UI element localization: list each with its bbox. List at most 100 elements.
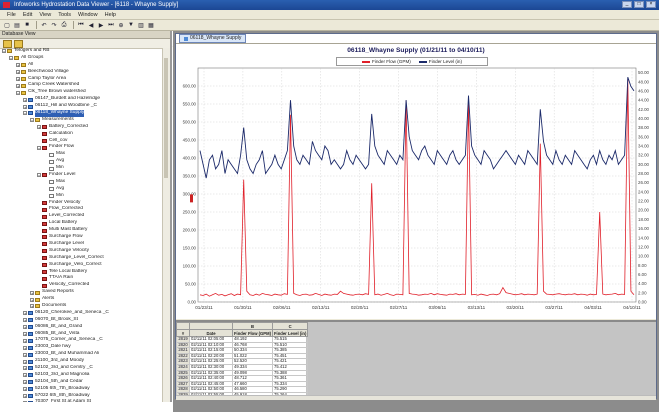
expand-icon[interactable]: + xyxy=(23,380,27,386)
table-row[interactable]: 2823 02/11/11 02:25:00 52.520 75.421 xyxy=(176,358,309,365)
tree-node[interactable]: Multi Mast Battery xyxy=(0,227,164,234)
tree-node[interactable]: +52105 6th_7th_Broadway xyxy=(0,386,164,393)
tree-node[interactable]: Local Battery xyxy=(0,220,164,227)
table-row[interactable]: 2820 02/11/11 02:10:00 46.768 75.510 xyxy=(176,341,309,349)
chart-panel[interactable]: 0.00 50.00 100.00 150.00 200.00 250.00 300.00 3… xyxy=(176,44,656,319)
collapse-icon[interactable]: − xyxy=(2,49,6,55)
menu-window[interactable]: Window xyxy=(78,11,98,18)
expand-icon[interactable]: + xyxy=(23,393,27,399)
expand-icon[interactable]: + xyxy=(23,366,27,372)
tree-node[interactable]: Min xyxy=(0,165,164,172)
minimize-button[interactable]: _ xyxy=(622,1,632,8)
table-row[interactable]: 2826 02/11/11 02:40:00 48.712 75.361 xyxy=(176,375,309,382)
expand-icon[interactable]: + xyxy=(16,70,20,76)
tree-node[interactable]: Cell_cov xyxy=(0,138,164,145)
expand-icon[interactable]: + xyxy=(23,373,27,379)
tree-node[interactable]: − Measurements xyxy=(0,117,164,124)
tree-node[interactable]: + Saved Reports xyxy=(0,289,164,296)
level-cell[interactable]: 75.412 xyxy=(271,364,309,371)
level-cell[interactable]: 75.451 xyxy=(271,352,309,360)
maximize-button[interactable]: □ xyxy=(634,1,644,8)
tree-node[interactable]: − Finder Flow xyxy=(0,144,164,151)
expand-icon[interactable]: + xyxy=(23,311,27,317)
scrollbar-thumb[interactable] xyxy=(164,58,168,178)
tree-node[interactable]: Flow_Corrected xyxy=(0,206,164,213)
tree-node[interactable]: Min xyxy=(0,193,164,200)
table-row[interactable]: 2821 02/11/11 02:15:00 50.334 75.385 xyxy=(176,347,309,354)
level-cell[interactable]: 75.388 xyxy=(271,369,309,377)
tree-node[interactable]: Avg xyxy=(0,186,164,193)
menu-edit[interactable]: Edit xyxy=(22,11,33,18)
tree-node[interactable]: Surcharge_Level_Correct xyxy=(0,255,164,262)
table-row[interactable]: 2827 02/11/11 02:45:00 47.660 75.334 xyxy=(176,380,309,388)
expand-icon[interactable]: + xyxy=(23,345,27,351)
collapse-icon[interactable]: − xyxy=(30,118,34,124)
redo-icon[interactable]: ↷ xyxy=(51,22,57,29)
tree-node[interactable]: +23003_Dale hwy xyxy=(0,344,164,351)
tree-node[interactable]: + Camp Creek Watershed xyxy=(0,82,164,89)
collapse-icon[interactable]: − xyxy=(23,111,27,117)
tree-node[interactable]: Surcharge Velocity xyxy=(0,248,164,255)
tree-node[interactable]: Surcharge Level xyxy=(0,241,164,248)
tree-node[interactable]: + Beechwood Village xyxy=(0,69,164,76)
collapse-icon[interactable]: − xyxy=(37,173,41,179)
tree-node[interactable]: +06085_Bt_and_Vista xyxy=(0,331,164,338)
level-cell[interactable]: 75.290 xyxy=(271,386,309,393)
tree-node[interactable]: Tele Local Battery xyxy=(0,269,164,276)
data-table[interactable]: B C # Date Finder Flow (GPM) Finder Leve… xyxy=(176,322,309,400)
tree-node[interactable]: Finder Velocity xyxy=(0,200,164,207)
table-row[interactable]: 2828 02/11/11 02:50:00 46.580 75.290 xyxy=(176,386,309,393)
tree-node[interactable]: + Documents xyxy=(0,303,164,310)
expand-icon[interactable]: + xyxy=(23,387,27,393)
tree-node[interactable]: +06120_Cherokee_and_Seneca _C xyxy=(0,310,164,317)
menu-tools[interactable]: Tools xyxy=(58,11,72,18)
expand-icon[interactable]: + xyxy=(23,104,27,110)
collapse-icon[interactable]: − xyxy=(16,90,20,96)
expand-icon[interactable]: + xyxy=(30,304,34,310)
next-icon[interactable]: ▶ xyxy=(98,22,104,29)
expand-icon[interactable]: + xyxy=(30,297,34,303)
tree-node[interactable]: +21100_3rd_and Moody xyxy=(0,358,164,365)
expand-icon[interactable]: + xyxy=(23,331,27,337)
expand-icon[interactable]: + xyxy=(16,63,20,69)
tree-node[interactable]: +06112_Hill and Woodbine _C xyxy=(0,103,164,110)
tree-node[interactable]: TTA/A Rain xyxy=(0,275,164,282)
filter-icon[interactable]: ▼ xyxy=(128,22,134,28)
tree-node[interactable]: + Alerts xyxy=(0,296,164,303)
open-icon[interactable]: ▤ xyxy=(14,22,20,29)
table-icon[interactable]: ▦ xyxy=(148,22,154,29)
undo-icon[interactable]: ↶ xyxy=(41,22,47,29)
menu-view[interactable]: View xyxy=(39,11,52,18)
table-row[interactable]: 2822 02/11/11 02:20:00 51.022 75.451 xyxy=(176,352,309,360)
print-icon[interactable]: ⎙ xyxy=(61,21,67,28)
tree-scrollbar[interactable] xyxy=(162,48,170,402)
tree-node[interactable]: Surcharge Flow xyxy=(0,234,164,241)
tree-node[interactable]: Max xyxy=(0,179,164,186)
expand-icon[interactable]: + xyxy=(23,97,27,103)
tree-node[interactable]: +06086_Bt_and_Grand xyxy=(0,324,164,331)
collapse-icon[interactable]: − xyxy=(9,56,13,62)
last-record-icon[interactable]: ⏭ xyxy=(108,21,114,28)
level-cell[interactable]: 75.361 xyxy=(271,375,309,382)
column-header-level[interactable]: Finder Level (in) xyxy=(271,329,309,337)
tree-node[interactable]: +17075_Corner_and_Seneca _C xyxy=(0,337,164,344)
expand-icon[interactable]: + xyxy=(37,125,41,131)
expand-icon[interactable]: + xyxy=(16,83,20,89)
level-cell[interactable]: 75.510 xyxy=(271,341,309,349)
menu-help[interactable]: Help xyxy=(104,11,116,18)
tree-node[interactable]: Velocity_Corrected xyxy=(0,282,164,289)
tree-node[interactable]: Avg xyxy=(0,158,164,165)
tree-node[interactable]: − Telogers and RB xyxy=(0,48,164,55)
tree-node[interactable]: + All xyxy=(0,62,164,69)
expand-icon[interactable]: + xyxy=(30,290,34,296)
folder-icon[interactable] xyxy=(3,39,12,48)
expand-icon[interactable]: + xyxy=(16,77,20,82)
tree-node[interactable]: Level_Corrected xyxy=(0,213,164,220)
level-cell[interactable]: 75.385 xyxy=(271,347,309,354)
menu-file[interactable]: File xyxy=(7,11,16,18)
tree-node[interactable]: +52103_3rd_and Magnolia xyxy=(0,372,164,379)
tree-node[interactable]: +52102_3rd_and Cemtry _C xyxy=(0,365,164,372)
chart-icon[interactable]: ▥ xyxy=(138,22,144,29)
first-record-icon[interactable]: ⏮ xyxy=(78,21,84,28)
close-button[interactable]: × xyxy=(646,1,656,8)
